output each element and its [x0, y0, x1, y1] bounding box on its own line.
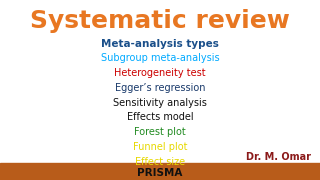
Text: Effect size: Effect size — [135, 157, 185, 167]
Text: Heterogeneity test: Heterogeneity test — [114, 68, 206, 78]
Text: Funnel plot: Funnel plot — [133, 142, 187, 152]
Text: Forest plot: Forest plot — [134, 127, 186, 137]
Bar — [0, 163, 320, 180]
Text: Sensitivity analysis: Sensitivity analysis — [113, 98, 207, 108]
Text: PRISMA: PRISMA — [137, 168, 183, 178]
Text: Subgroup meta-analysis: Subgroup meta-analysis — [101, 53, 219, 64]
Text: Systematic review: Systematic review — [30, 9, 290, 33]
Text: Effects model: Effects model — [127, 112, 193, 123]
Text: Meta-analysis types: Meta-analysis types — [101, 39, 219, 49]
Text: Egger’s regression: Egger’s regression — [115, 83, 205, 93]
Text: Dr. M. Omar: Dr. M. Omar — [246, 152, 311, 162]
